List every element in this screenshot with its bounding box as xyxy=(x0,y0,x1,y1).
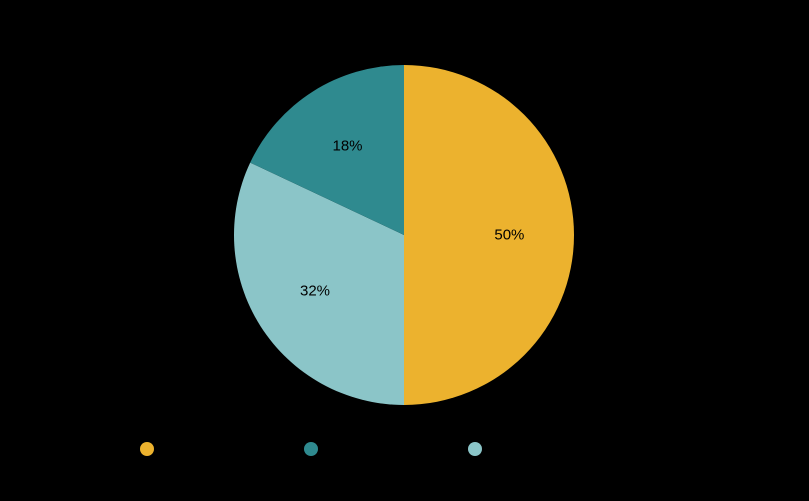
legend-item xyxy=(140,442,164,456)
legend-swatch xyxy=(468,442,482,456)
legend-item xyxy=(304,442,328,456)
legend-item xyxy=(468,442,492,456)
pie-chart xyxy=(0,0,809,501)
legend-swatch xyxy=(304,442,318,456)
legend xyxy=(140,442,492,456)
pie-slice xyxy=(404,65,574,405)
chart-stage: 50%32%18% xyxy=(0,0,809,501)
legend-swatch xyxy=(140,442,154,456)
